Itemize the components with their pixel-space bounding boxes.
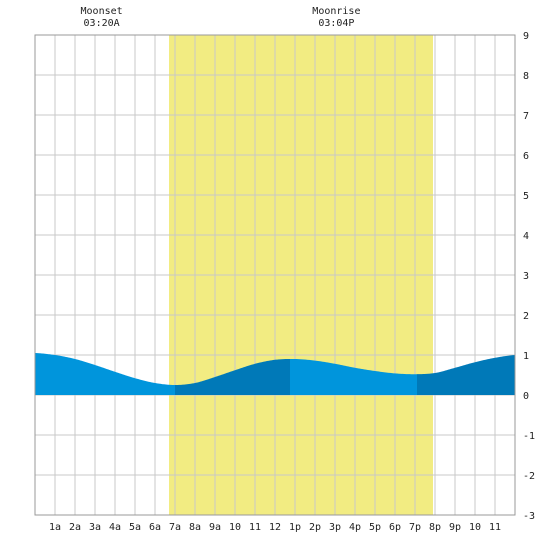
y-tick-label: 1	[523, 351, 529, 362]
y-tick-label: 0	[523, 391, 529, 402]
x-tick-label: 9a	[209, 522, 221, 533]
x-tick-label: 1a	[49, 522, 61, 533]
y-tick-label: 9	[523, 31, 529, 42]
y-tick-label: -1	[523, 431, 535, 442]
y-tick-labels: -3 -2 -1 0 1 2 3 4 5 6 7 8 9	[523, 31, 535, 522]
tide-segment	[175, 358, 290, 395]
plot-border	[34, 34, 516, 516]
x-tick-label: 1p	[289, 522, 301, 533]
x-tick-label: 6a	[149, 522, 161, 533]
x-tick-label: 3a	[89, 522, 101, 533]
x-tick-label: 3p	[329, 522, 341, 533]
moonset-annotation: Moonset 03:20A	[62, 6, 142, 30]
y-tick-label: 3	[523, 271, 529, 282]
tide-segment	[417, 355, 515, 395]
x-tick-label: 4p	[349, 522, 361, 533]
moonset-time: 03:20A	[83, 18, 120, 29]
y-tick-label: 4	[523, 231, 529, 242]
y-tick-label: 2	[523, 311, 529, 322]
x-tick-label: 7a	[169, 522, 181, 533]
x-tick-label: 2p	[309, 522, 321, 533]
x-tick-labels: 1a 2a 3a 4a 5a 6a 7a 8a 9a 10 11 12 1p 2p 3p 4p 5p 6p 7p 8p…	[49, 522, 501, 533]
x-tick-label: 10	[229, 522, 241, 533]
x-tick-label: 7p	[409, 522, 421, 533]
x-tick-label: 11	[489, 522, 501, 533]
moonrise-annotation: Moonrise 03:04P	[296, 6, 376, 30]
x-tick-label: 12	[269, 522, 281, 533]
x-tick-label: 9p	[449, 522, 461, 533]
x-tick-label: 8a	[189, 522, 201, 533]
tide-segment	[290, 358, 417, 395]
moonset-label: Moonset	[80, 6, 123, 17]
x-tick-label: 8p	[429, 522, 441, 533]
x-tick-label: 5p	[369, 522, 381, 533]
y-tick-label: 5	[523, 191, 529, 202]
y-tick-label: -3	[523, 511, 535, 522]
y-tick-label: 7	[523, 111, 529, 122]
y-tick-label: 6	[523, 151, 529, 162]
moonrise-label: Moonrise	[312, 6, 361, 17]
y-tick-label: 8	[523, 71, 529, 82]
tide-segment	[35, 353, 175, 395]
tide-area	[35, 353, 515, 395]
x-tick-label: 2a	[69, 522, 81, 533]
x-tick-label: 5a	[129, 522, 141, 533]
x-tick-label: 11	[249, 522, 261, 533]
x-tick-label: 10	[469, 522, 481, 533]
grid	[35, 35, 515, 515]
x-tick-label: 4a	[109, 522, 121, 533]
moonrise-time: 03:04P	[318, 18, 355, 29]
x-tick-label: 6p	[389, 522, 401, 533]
y-tick-label: -2	[523, 471, 535, 482]
